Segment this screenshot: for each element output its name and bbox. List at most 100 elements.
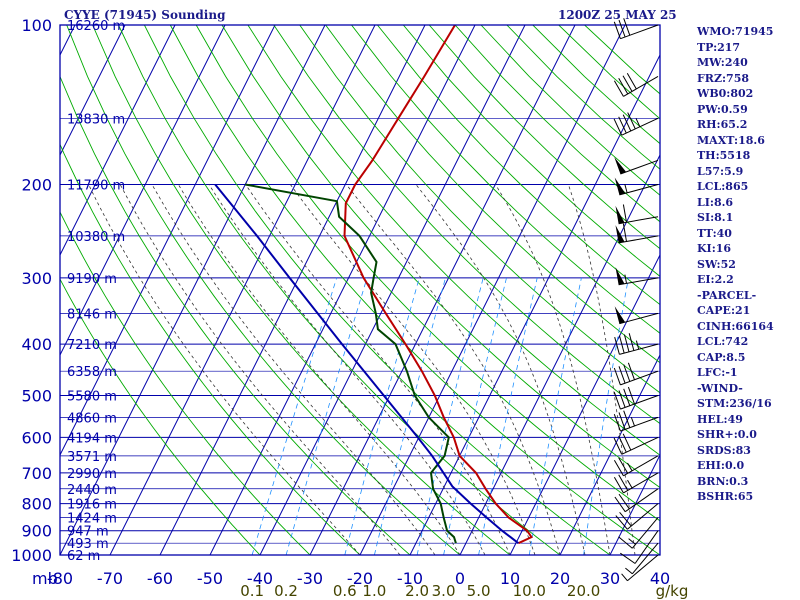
temperature-tick-label: 10: [500, 569, 520, 588]
title-left: CYYE (71945) Sounding: [64, 8, 226, 22]
height-label: 1424 m: [67, 512, 117, 527]
wind-barb: [613, 18, 659, 40]
wind-barb: [615, 223, 659, 244]
stat-item: TP:217: [697, 40, 741, 54]
moist-adiabat-line: [151, 184, 436, 555]
stat-item: LCL:742: [697, 335, 749, 348]
stat-item: EI:2.2: [697, 273, 734, 286]
stat-item: LCL:865: [697, 180, 749, 193]
stat-item: -WIND-: [697, 381, 743, 395]
mixing-ratio-label: 0.1: [240, 582, 264, 600]
stat-item: FRZ:758: [697, 71, 750, 85]
moist-adiabat-line: [495, 184, 611, 555]
stat-item: KI:16: [697, 242, 732, 255]
wind-barb: [614, 306, 659, 325]
stat-item: HEL:49: [697, 412, 743, 426]
wind-barb: [614, 333, 659, 355]
mixing-ratio-label: 10.0: [513, 582, 546, 600]
mixing-ratio-label: 0.2: [274, 582, 298, 600]
height-label: 1916 m: [67, 498, 117, 513]
wind-barb: [613, 410, 659, 432]
pressure-tick-label: 700: [21, 464, 52, 483]
stat-item: TT:40: [697, 226, 732, 240]
height-label: 947 m: [67, 525, 109, 540]
title-right: 1200Z 25 MAY 25: [558, 8, 677, 22]
height-label: 10380 m: [67, 230, 125, 245]
mixing-ratio-line: [528, 277, 582, 555]
dry-adiabat-line: [221, 25, 660, 489]
moist-adiabat-line: [88, 184, 361, 555]
height-label: 8146 m: [67, 307, 117, 322]
moist-adiabat-line: [119, 184, 401, 555]
wind-barb: [613, 472, 659, 494]
stat-item: WB0:802: [697, 87, 754, 100]
stat-item: CAP:8.5: [697, 350, 746, 364]
isotherm-line: [60, 25, 176, 257]
height-label: 13830 m: [67, 112, 125, 127]
dry-adiabat-line: [60, 211, 311, 555]
stat-item: STM:236/16: [697, 397, 772, 410]
wind-barb: [615, 267, 659, 286]
mixing-ratio-line: [443, 277, 507, 555]
mixing-ratio-unit-label: g/kg: [656, 582, 689, 600]
moist-adiabat-line: [245, 184, 511, 555]
stat-item: PW:0.59: [697, 102, 748, 116]
height-label: 2440 m: [67, 483, 117, 498]
isotherm-line: [459, 153, 660, 555]
temperature-tick-label: -70: [97, 569, 123, 588]
temperature-tick-label: -50: [197, 569, 223, 588]
height-label: 493 m: [67, 537, 109, 552]
wind-barb: [625, 542, 659, 575]
stat-item: SHR+:0.0: [697, 428, 757, 441]
temperature-tick-label: -20: [347, 569, 373, 588]
dewpoint-profile-line: [245, 183, 457, 544]
wind-barb: [615, 204, 659, 225]
isotherm-line: [60, 25, 126, 157]
wind-barb: [618, 517, 659, 549]
mixing-ratio-line: [251, 277, 338, 555]
moist-adiabat-line: [290, 184, 536, 555]
wind-barb: [621, 554, 659, 582]
moist-adiabat-line: [415, 184, 586, 555]
stat-item: SW:52: [697, 257, 736, 271]
moist-adiabat-line: [568, 184, 636, 555]
pressure-tick-label: 800: [21, 495, 52, 514]
temperature-tick-label: -80: [47, 569, 73, 588]
temperature-tick-label: -10: [397, 569, 423, 588]
stat-item: LI:8.6: [697, 195, 734, 209]
dry-adiabat-line: [351, 25, 660, 334]
dry-adiabat-line: [195, 25, 660, 522]
stat-item: MW:240: [697, 56, 748, 69]
stat-item: CINH:66164: [697, 319, 774, 333]
height-label: 7210 m: [67, 338, 117, 353]
isotherm-line: [109, 25, 376, 555]
wind-barb: [613, 433, 659, 455]
stat-item: MAXT:18.6: [697, 133, 765, 147]
pressure-tick-label: 400: [21, 335, 52, 354]
isotherm-line: [409, 53, 660, 555]
stat-item: RH:65.2: [697, 118, 748, 131]
temperature-tick-label: -30: [297, 569, 323, 588]
mixing-ratio-label: 0.6: [333, 582, 357, 600]
wind-barb: [614, 488, 659, 513]
wind-barb: [614, 177, 659, 196]
wind-barb: [613, 455, 659, 477]
stat-item: SRDS:83: [697, 443, 751, 457]
wind-barb: [613, 362, 659, 386]
stat-item: -PARCEL-: [697, 288, 757, 302]
mixing-ratio-line: [374, 277, 446, 555]
wind-barb: [615, 503, 659, 530]
dry-adiabat-line: [377, 25, 660, 306]
pressure-tick-label: 500: [21, 386, 52, 405]
dry-adiabat-line: [66, 25, 461, 555]
mixing-ratio-label: 3.0: [432, 582, 456, 600]
stat-item: LFC:-1: [697, 366, 738, 379]
dry-adiabat-line: [60, 143, 361, 555]
stat-item: CAPE:21: [697, 304, 751, 317]
isotherm-line: [359, 25, 626, 555]
isotherm-line: [60, 25, 326, 555]
stat-item: BSHR:65: [697, 490, 754, 503]
temperature-profile-line: [343, 25, 533, 545]
mixing-ratio-line: [416, 277, 484, 555]
